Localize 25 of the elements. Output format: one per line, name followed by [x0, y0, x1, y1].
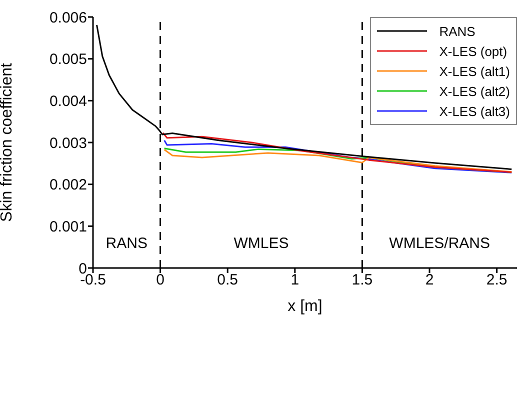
x-tick-label: 1.5 [352, 272, 373, 289]
y-tick-label: 0.002 [49, 176, 87, 194]
x-tick-label: 1 [290, 272, 300, 289]
y-tick-label: 0 [78, 260, 87, 278]
y-tick-label: 0.006 [49, 9, 87, 26]
legend-label: RANS [439, 24, 476, 38]
y-tick-label: 0.004 [49, 92, 87, 110]
legend-label: X-LES (alt3) [439, 104, 510, 118]
annotation: WMLES/RANS [389, 235, 490, 252]
line-series [162, 132, 512, 173]
legend-label: X-LES (alt2) [439, 84, 510, 98]
y-tick-label: 0.003 [49, 134, 87, 152]
y-axis-title: Skin friction coefficient [0, 62, 16, 222]
x-tick-label: 0 [156, 272, 164, 289]
x-tick-label: 2 [425, 272, 434, 289]
y-tick-label: 0.005 [49, 51, 87, 68]
line-series [164, 140, 512, 174]
legend-label: X-LES (alt1) [439, 64, 510, 78]
x-axis-title: x [m] [288, 298, 322, 315]
x-tick-label: 0.5 [217, 272, 238, 289]
annotation: WMLES [234, 235, 289, 252]
x-tick-label: 2.5 [486, 272, 508, 289]
annotation: RANS [106, 235, 148, 252]
y-tick-label: 0.001 [49, 218, 87, 236]
legend-label: X-LES (opt) [439, 44, 508, 58]
